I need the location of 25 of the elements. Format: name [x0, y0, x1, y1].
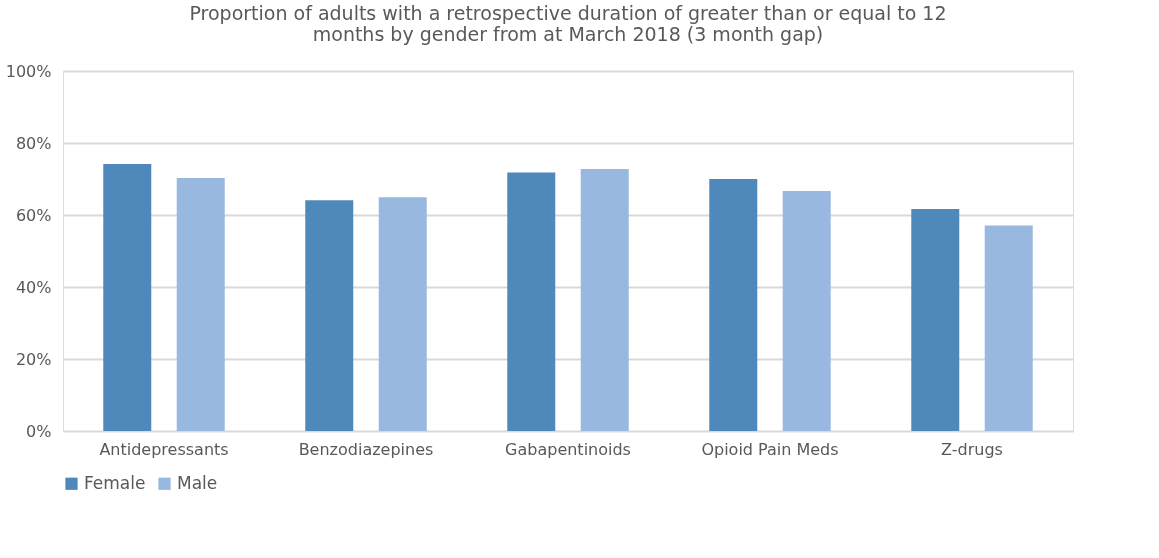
bar: [507, 172, 556, 431]
y-tick-label: 80%: [15, 133, 52, 153]
bar: [911, 208, 960, 431]
y-tick-label: 0%: [26, 421, 52, 441]
bar: [305, 200, 354, 431]
y-tick-label: 60%: [15, 205, 52, 225]
bar: [378, 197, 427, 431]
bar: [580, 168, 629, 431]
x-tick-label: Gabapentinoids: [505, 439, 631, 459]
bar: [709, 179, 758, 431]
legend-label: Female: [84, 472, 146, 493]
y-tick-label: 20%: [15, 349, 52, 369]
bar: [984, 225, 1033, 431]
x-tick-label: Antidepressants: [99, 439, 229, 459]
x-tick-label: Opioid Pain Meds: [701, 439, 839, 459]
text: Proportion of adults with a retrospective duration of greater than or equal to 12: [189, 2, 947, 24]
legend-label: Male: [177, 472, 218, 493]
bar: [103, 163, 152, 431]
x-tick-label: Benzodiazepines: [298, 439, 434, 459]
bar: [782, 190, 831, 431]
x-tick-label: Z-drugs: [941, 439, 1003, 459]
bar: [176, 177, 225, 431]
y-tick-label: 40%: [15, 277, 52, 297]
text: months by gender from at March 2018 (3 month gap): [312, 23, 824, 45]
y-tick-label: 100%: [5, 61, 52, 81]
